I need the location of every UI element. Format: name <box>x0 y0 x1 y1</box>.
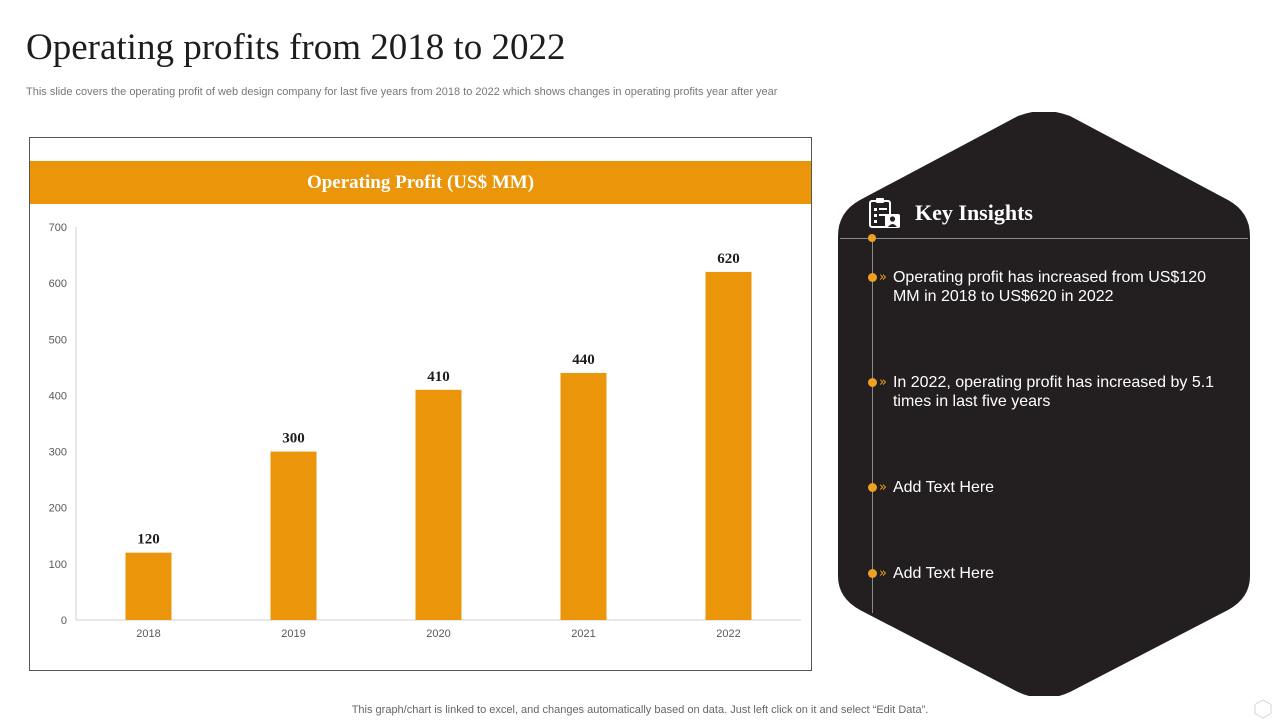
bars-group <box>125 271 752 620</box>
insight-text: Add Text Here <box>892 479 995 496</box>
x-tick-label: 2020 <box>426 628 450 640</box>
insight-text: Add Text Here <box>892 565 995 582</box>
chart-title: Operating Profit (US$ MM) <box>306 171 535 193</box>
x-tick-label: 2019 <box>281 628 305 640</box>
timeline-line <box>872 238 873 613</box>
page-title: Operating profits from 2018 to 2022 <box>26 27 566 68</box>
bar-2019[interactable] <box>270 451 317 620</box>
chart-title-bar <box>30 161 811 204</box>
insight-item: » Operating profit has increased from US… <box>868 268 1228 306</box>
y-tick-label: 0 <box>61 615 67 627</box>
data-labels-group: 120 300 410 440 620 <box>137 251 740 548</box>
footer-note: This graph/chart is linked to excel, and… <box>351 704 929 716</box>
data-label: 410 <box>427 369 450 385</box>
y-axis-ticks: 0 100 200 300 400 500 600 700 <box>49 222 67 627</box>
insight-item: » Add Text Here <box>868 478 1228 497</box>
y-tick-label: 100 <box>49 559 67 571</box>
data-label: 300 <box>282 431 305 447</box>
clipboard-report-icon <box>869 198 900 228</box>
bullet-dot-icon <box>868 483 877 492</box>
bullet-dot-icon <box>868 378 877 387</box>
y-tick-label: 200 <box>49 503 67 515</box>
data-label: 620 <box>717 251 740 267</box>
y-tick-label: 300 <box>49 447 67 459</box>
insights-title: Key Insights <box>915 200 1033 225</box>
insights-panel <box>838 112 1250 696</box>
bar-2021[interactable] <box>560 372 607 620</box>
timeline-dot <box>868 234 876 242</box>
insights-panel-shape <box>838 112 1250 696</box>
y-tick-label: 700 <box>49 222 67 234</box>
hexagon-icon <box>1254 699 1272 719</box>
bullet-dot-icon <box>868 569 877 578</box>
data-label: 440 <box>572 352 595 368</box>
insight-text: Operating profit has increased from US$1… <box>892 269 1207 305</box>
double-chevron-icon: » <box>879 480 887 495</box>
bullet-dot-icon <box>868 273 877 282</box>
x-tick-label: 2022 <box>716 628 740 640</box>
page-subtitle: This slide covers the operating profit o… <box>26 86 778 98</box>
chart-panel[interactable]: 0 100 200 300 400 500 600 700 2018 2019 2020 2021 2… <box>29 137 812 671</box>
x-tick-label: 2021 <box>571 628 595 640</box>
insight-text: In 2022, operating profit has increased … <box>892 374 1215 410</box>
bar-2018[interactable] <box>125 552 172 620</box>
x-tick-label: 2018 <box>136 628 160 640</box>
y-tick-label: 600 <box>49 278 67 290</box>
double-chevron-icon: » <box>879 270 887 285</box>
double-chevron-icon: » <box>879 375 887 390</box>
bar-2022[interactable] <box>705 271 752 620</box>
double-chevron-icon: » <box>879 566 887 581</box>
data-label: 120 <box>137 532 160 548</box>
insight-item: » Add Text Here <box>868 564 1228 583</box>
insights-divider <box>840 238 1248 239</box>
y-tick-label: 500 <box>49 334 67 346</box>
y-tick-label: 400 <box>49 390 67 402</box>
bar-2020[interactable] <box>415 389 462 620</box>
x-axis-ticks: 2018 2019 2020 2021 2022 <box>136 628 740 640</box>
insight-item: » In 2022, operating profit has increase… <box>868 373 1228 411</box>
